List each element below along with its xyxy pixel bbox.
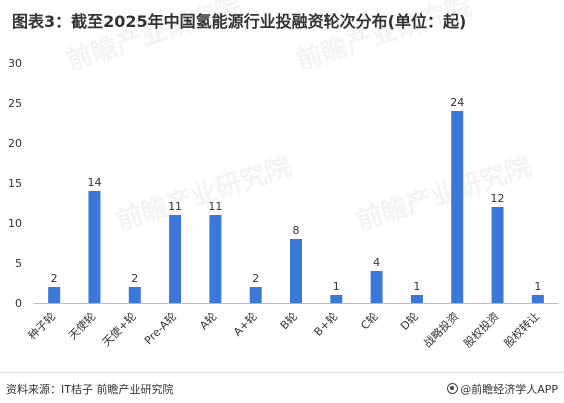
chart-title: 图表3：截至2025年中国氢能源行业投融资轮次分布(单位：起) xyxy=(12,12,467,31)
x-tick-label: B轮 xyxy=(277,309,300,332)
bar-value-label: 2 xyxy=(131,272,138,285)
bar-1 xyxy=(88,191,101,303)
bar-10 xyxy=(451,111,464,303)
x-tick-label: 战略投资 xyxy=(420,309,461,350)
watermark-text: 前瞻产业研究院 xyxy=(293,0,476,77)
bar-5 xyxy=(249,287,262,303)
x-tick-label: Pre-A轮 xyxy=(141,309,179,347)
source-note: 资料来源：IT桔子 前瞻产业研究院 xyxy=(6,383,174,396)
x-tick-label: 天使轮 xyxy=(65,309,98,342)
x-tick-label: A轮 xyxy=(197,309,220,332)
watermark-text: 前瞻产业研究院 xyxy=(353,151,536,237)
x-tick-label: C轮 xyxy=(358,309,381,332)
bar-value-label: 12 xyxy=(491,192,505,205)
y-tick-label: 0 xyxy=(15,297,22,310)
y-tick-label: 25 xyxy=(8,97,22,110)
bar-6 xyxy=(290,239,302,303)
y-tick-label: 30 xyxy=(8,57,22,70)
bar-7 xyxy=(330,295,343,303)
bar-value-label: 11 xyxy=(208,200,222,213)
bar-value-label: 24 xyxy=(450,96,464,109)
brand-logo-icon xyxy=(447,383,459,394)
bar-2 xyxy=(128,287,141,303)
bar-4 xyxy=(209,215,222,303)
watermark-text: 前瞻产业研究院 xyxy=(63,0,246,77)
y-tick-label: 20 xyxy=(8,137,22,150)
bar-3 xyxy=(169,215,182,303)
x-tick-label: 天使+轮 xyxy=(99,309,139,349)
y-tick-label: 5 xyxy=(15,257,22,270)
bar-9 xyxy=(410,295,423,303)
x-tick-label: 种子轮 xyxy=(25,309,58,342)
bar-value-label: 4 xyxy=(373,256,380,269)
bar-value-label: 1 xyxy=(534,280,541,293)
y-tick-label: 15 xyxy=(8,177,22,190)
x-tick-label: B+轮 xyxy=(311,309,341,339)
bar-value-label: 11 xyxy=(168,200,182,213)
bar-12 xyxy=(531,295,544,303)
brand-label: @前瞻经济学人APP xyxy=(460,383,558,396)
bar-8 xyxy=(370,271,383,303)
bar-value-label: 2 xyxy=(51,272,58,285)
footer: 资料来源：IT桔子 前瞻产业研究院 @前瞻经济学人APP xyxy=(0,372,564,403)
bar-value-label: 14 xyxy=(87,176,101,189)
bar-value-label: 1 xyxy=(333,280,340,293)
x-tick-label: 股权投资 xyxy=(461,309,502,350)
brand-credit: @前瞻经济学人APP xyxy=(447,381,558,397)
x-tick-label: D轮 xyxy=(397,309,421,333)
bar-value-label: 8 xyxy=(293,224,300,237)
bar-value-label: 2 xyxy=(252,272,259,285)
watermark-text: 前瞻产业研究院 xyxy=(113,151,296,237)
x-tick-label: A+轮 xyxy=(230,309,260,339)
bar-0 xyxy=(48,287,61,303)
bar-value-label: 1 xyxy=(413,280,420,293)
x-tick-label: 股权转让 xyxy=(501,309,542,350)
bar-11 xyxy=(491,207,504,303)
y-tick-label: 10 xyxy=(8,217,22,230)
